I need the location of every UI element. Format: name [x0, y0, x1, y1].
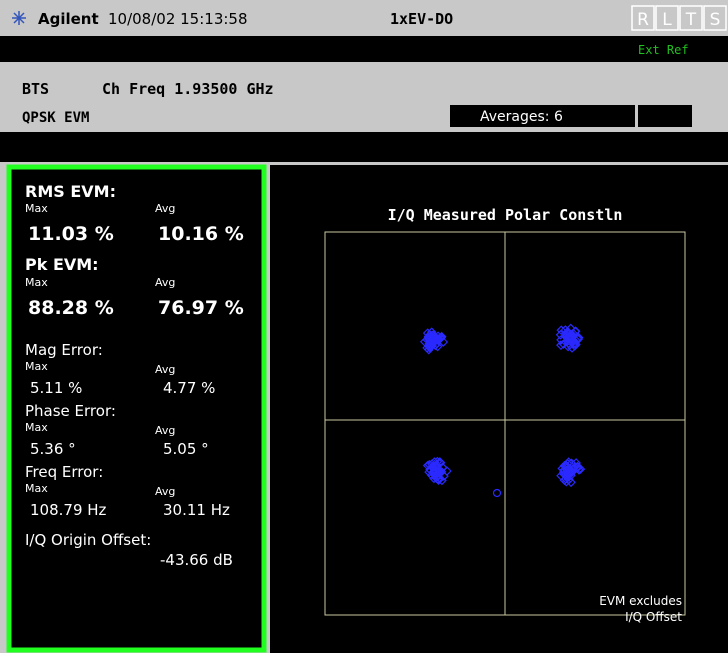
- phase-avg-label: Avg: [155, 424, 175, 437]
- status-box: [679, 5, 703, 31]
- results: RMS EVM: Max Avg 11.03 % 10.16 % Pk EVM:…: [25, 182, 244, 569]
- results-panel: [6, 164, 267, 653]
- mag-max-label: Max: [25, 360, 48, 373]
- message-bar: [0, 132, 728, 162]
- rms-max-label: Max: [25, 202, 48, 215]
- note-line2: I/Q Offset: [625, 610, 682, 624]
- symbol-point: [427, 333, 437, 344]
- info-freq: Ch Freq 1.93500 GHz: [102, 80, 274, 98]
- symbol-point: [427, 459, 437, 469]
- plot-panel: [270, 165, 728, 653]
- ext-ref: Ext Ref: [638, 43, 689, 57]
- symbol-point: [425, 341, 436, 352]
- status-letter: R: [637, 10, 649, 30]
- freq-max-label: Max: [25, 482, 48, 495]
- pk-max: 88.28 %: [28, 297, 114, 319]
- freq-avg: 30.11 Hz: [163, 501, 230, 519]
- status-box: [655, 5, 679, 31]
- blank-box: [638, 105, 692, 127]
- symbol-point: [437, 475, 447, 486]
- symbol-point: [568, 328, 579, 339]
- offset-value: -43.66 dB: [160, 551, 233, 569]
- symbol-point: [560, 474, 571, 484]
- symbol-point: [555, 329, 566, 340]
- averages: Averages: 6: [480, 109, 563, 125]
- plot-title: I/Q Measured Polar Constln: [388, 206, 623, 224]
- pk-max-label: Max: [25, 276, 48, 289]
- symbol-point: [567, 467, 578, 477]
- status-box: [631, 5, 655, 31]
- mag-avg-label: Avg: [155, 363, 175, 376]
- symbol-point: [556, 340, 566, 351]
- datetime: 10/08/02 15:13:58: [108, 10, 248, 28]
- symbol-point: [429, 467, 439, 477]
- symbol-point: [436, 466, 447, 477]
- rms-title: RMS EVM:: [25, 182, 116, 201]
- offset-title: I/Q Origin Offset:: [25, 531, 151, 549]
- pk-title: Pk EVM:: [25, 255, 99, 274]
- averages-box: [450, 105, 635, 127]
- status-letter: T: [685, 10, 697, 30]
- pk-avg: 76.97 %: [158, 297, 244, 319]
- mag-avg: 4.77 %: [163, 379, 215, 397]
- stray-point: [492, 488, 502, 498]
- phase-max: 5.36 °: [30, 440, 76, 458]
- symbol-point: [568, 339, 579, 349]
- phase-avg: 5.05 °: [163, 440, 209, 458]
- rms-avg-label: Avg: [155, 202, 175, 215]
- symbol-point: [433, 331, 443, 342]
- symbol-point: [422, 460, 433, 471]
- phase-title: Phase Error:: [25, 402, 116, 420]
- title-bar: [0, 0, 728, 36]
- mag-title: Mag Error:: [25, 341, 103, 359]
- info-bts: BTS: [22, 80, 49, 98]
- freq-avg-label: Avg: [155, 485, 175, 498]
- pk-avg-label: Avg: [155, 276, 175, 289]
- symbol-point: [572, 461, 583, 472]
- symbol-point: [434, 457, 445, 467]
- ref-bar: [0, 36, 728, 62]
- symbol-point: [558, 339, 569, 349]
- symbol-point: [432, 456, 443, 467]
- note-line1: EVM excludes: [599, 594, 682, 608]
- status-box: [703, 5, 727, 31]
- symbol-point: [573, 332, 584, 343]
- symbol-point: [564, 467, 575, 478]
- mode: 1xEV-DO: [390, 10, 453, 28]
- freq-max: 108.79 Hz: [30, 501, 107, 519]
- symbol-point: [426, 470, 437, 481]
- logo: [12, 11, 26, 25]
- symbol-point: [559, 460, 570, 471]
- symbol-point: [556, 325, 567, 336]
- phase-max-label: Max: [25, 421, 48, 434]
- symbol-point: [571, 458, 581, 468]
- status-letter: L: [662, 10, 672, 30]
- symbol-point: [419, 336, 430, 347]
- status-letter: S: [710, 10, 721, 30]
- symbol-point: [432, 474, 443, 484]
- rms-avg: 10.16 %: [158, 223, 244, 245]
- mag-max: 5.11 %: [30, 379, 82, 397]
- symbol-point: [561, 476, 572, 487]
- brand: Agilent: [38, 10, 99, 28]
- rms-max: 11.03 %: [28, 223, 114, 245]
- constellation: [419, 323, 586, 498]
- freq-title: Freq Error:: [25, 463, 103, 481]
- info-measure: QPSK EVM: [22, 110, 89, 126]
